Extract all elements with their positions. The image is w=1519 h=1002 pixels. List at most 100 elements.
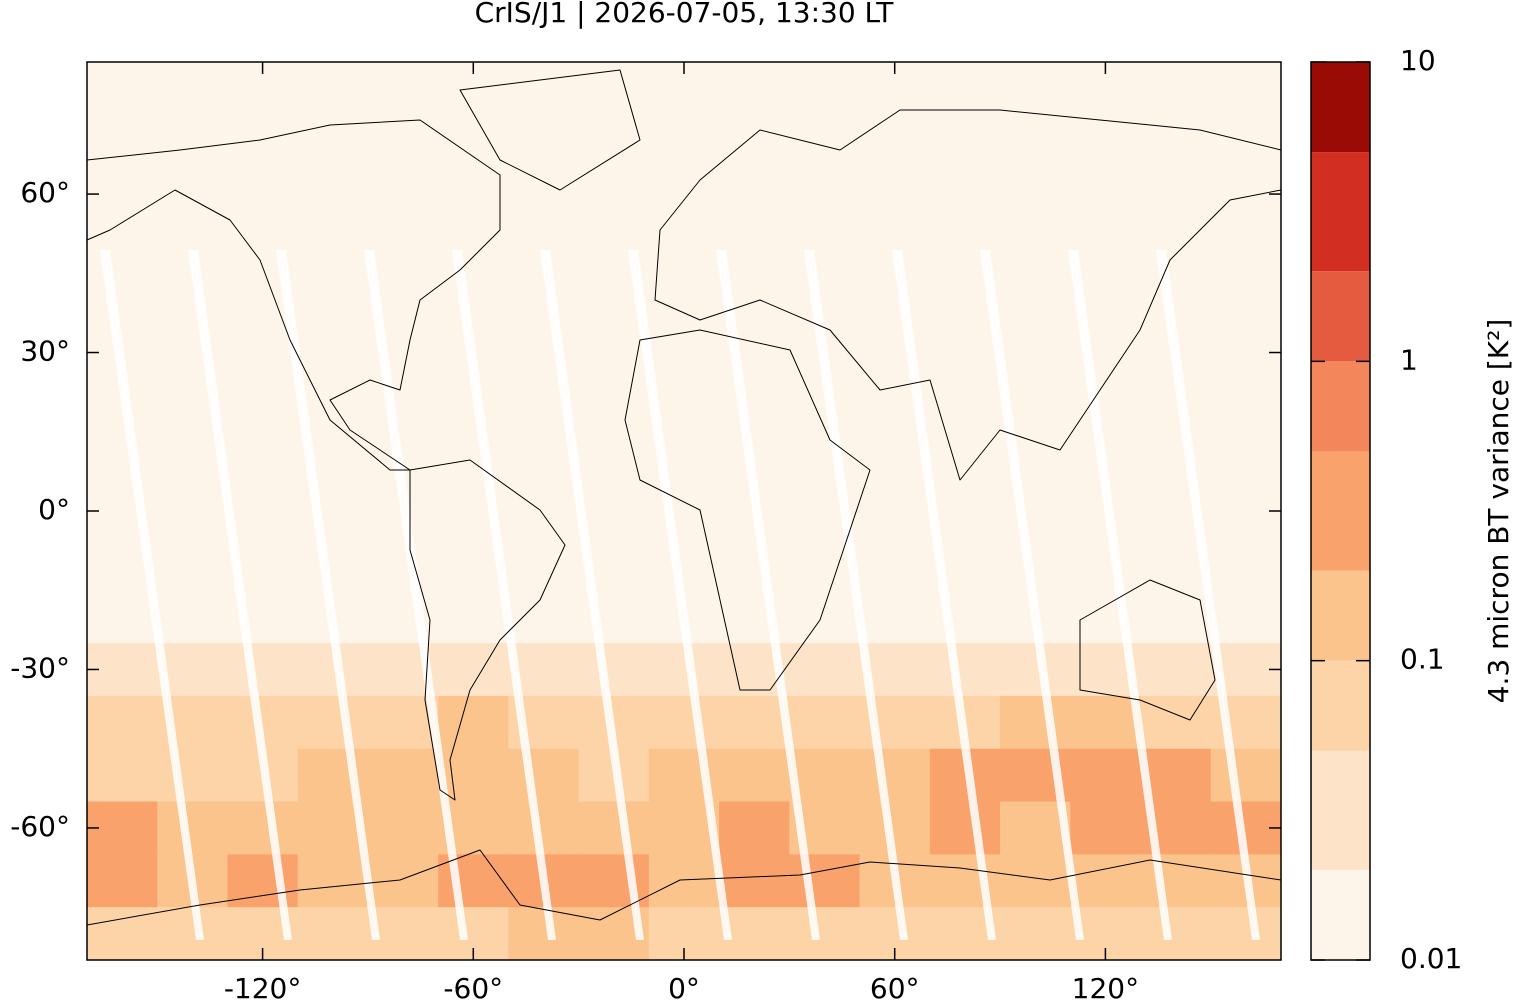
field-cell — [719, 748, 790, 803]
field-cell — [157, 801, 228, 855]
field-cell — [297, 907, 369, 961]
colorbar-band — [1311, 660, 1370, 751]
x-tick-label: 60° — [870, 972, 920, 1002]
field-cell — [87, 748, 158, 803]
field-cell — [508, 907, 580, 961]
field-cell — [367, 907, 439, 961]
field-cell — [1070, 801, 1142, 855]
field-cell — [859, 748, 931, 803]
y-tick-label: -60° — [10, 810, 70, 843]
swath-gap — [276, 250, 380, 940]
swath-gap — [804, 250, 908, 940]
swath-gap — [1156, 250, 1260, 940]
field-cell — [719, 854, 790, 908]
field-cell — [789, 907, 861, 961]
swath-gap — [540, 250, 644, 940]
field-cell — [719, 695, 790, 750]
colorbar-band — [1311, 570, 1370, 661]
field-cell — [87, 854, 158, 908]
coastline — [86, 849, 1282, 926]
colorbar-band — [1311, 62, 1370, 153]
chart-title: CrIS/J1 | 2026-07-05, 13:30 LT — [475, 0, 895, 29]
field-cell — [719, 801, 790, 855]
field-cell — [1140, 748, 1212, 803]
colorbar — [1311, 61, 1370, 961]
colorbar-band — [1311, 361, 1370, 452]
y-tick-label: -30° — [10, 651, 70, 684]
field-cell — [1000, 643, 1071, 697]
swath-gap — [100, 250, 204, 940]
swath-gap — [452, 250, 556, 940]
coastline — [459, 69, 641, 191]
field-cell — [789, 695, 861, 750]
colorbar-label: 4.3 micron BT variance [K²] — [1482, 319, 1515, 704]
coastline — [86, 119, 501, 471]
field-cell — [1070, 854, 1142, 908]
field-cell — [789, 643, 861, 697]
field-cell — [578, 854, 650, 908]
swath-gap — [716, 250, 820, 940]
x-tick-label: 0° — [668, 972, 700, 1002]
field-cell — [929, 643, 1001, 697]
swath-gap — [628, 250, 732, 940]
x-tick-label: -60° — [443, 972, 503, 1002]
x-tick-label: 120° — [1072, 972, 1139, 1002]
coastline — [654, 109, 1282, 481]
field-cell — [1140, 907, 1212, 961]
colorbar-band — [1311, 271, 1370, 362]
field-cell — [648, 854, 720, 908]
colorbar-band — [1311, 451, 1370, 571]
field-cell — [157, 907, 228, 961]
swath-gaps — [100, 250, 1260, 940]
colorbar-tick-label: 0.1 — [1400, 643, 1445, 676]
field-cell — [1140, 643, 1212, 697]
field-cell — [1070, 748, 1142, 803]
y-tick-label: 0° — [38, 493, 70, 526]
colorbar-tick-label: 1 — [1400, 343, 1418, 376]
field-cell — [227, 801, 299, 855]
field-cell — [227, 643, 299, 697]
colorbar-tick-label: 10 — [1400, 44, 1436, 77]
field-cell — [367, 748, 439, 803]
colorbar-band — [1311, 869, 1370, 960]
field-cell — [438, 854, 509, 908]
field-cell — [87, 695, 158, 750]
colorbar-tick-label: 0.01 — [1400, 942, 1462, 975]
field-cell — [789, 854, 861, 908]
colorbar-band — [1311, 152, 1370, 272]
field-cell — [1000, 695, 1071, 750]
field-cell — [438, 695, 509, 750]
coastline — [624, 329, 871, 691]
field — [87, 62, 1282, 961]
swath-gap — [980, 250, 1084, 940]
field-cell — [1000, 854, 1071, 908]
colorbar-frame — [1310, 61, 1371, 961]
field-cell — [508, 748, 580, 803]
field-cell — [929, 801, 1001, 855]
y-tick-label: 30° — [20, 335, 70, 368]
field-cell — [157, 748, 228, 803]
field-cell — [1140, 854, 1212, 908]
coastline — [1079, 579, 1216, 721]
field-cell — [508, 801, 580, 855]
field-cell — [438, 643, 509, 697]
field-cell — [1210, 748, 1282, 803]
coastline — [409, 459, 566, 801]
field-cell — [789, 748, 861, 803]
x-tick-label: -120° — [224, 972, 302, 1002]
swath-gap — [188, 250, 292, 940]
swath-gap — [1068, 250, 1172, 940]
field-cell — [648, 695, 720, 750]
field-cell — [438, 748, 509, 803]
y-tick-label: 60° — [20, 176, 70, 209]
field-cell — [87, 907, 158, 961]
field-cell — [367, 801, 439, 855]
swath-gap — [364, 250, 468, 940]
coastlines — [86, 69, 1282, 926]
field-cell — [297, 695, 369, 750]
swath-gap — [892, 250, 996, 940]
field-cell — [1070, 695, 1142, 750]
field-cell — [297, 854, 369, 908]
field-cell — [367, 695, 439, 750]
